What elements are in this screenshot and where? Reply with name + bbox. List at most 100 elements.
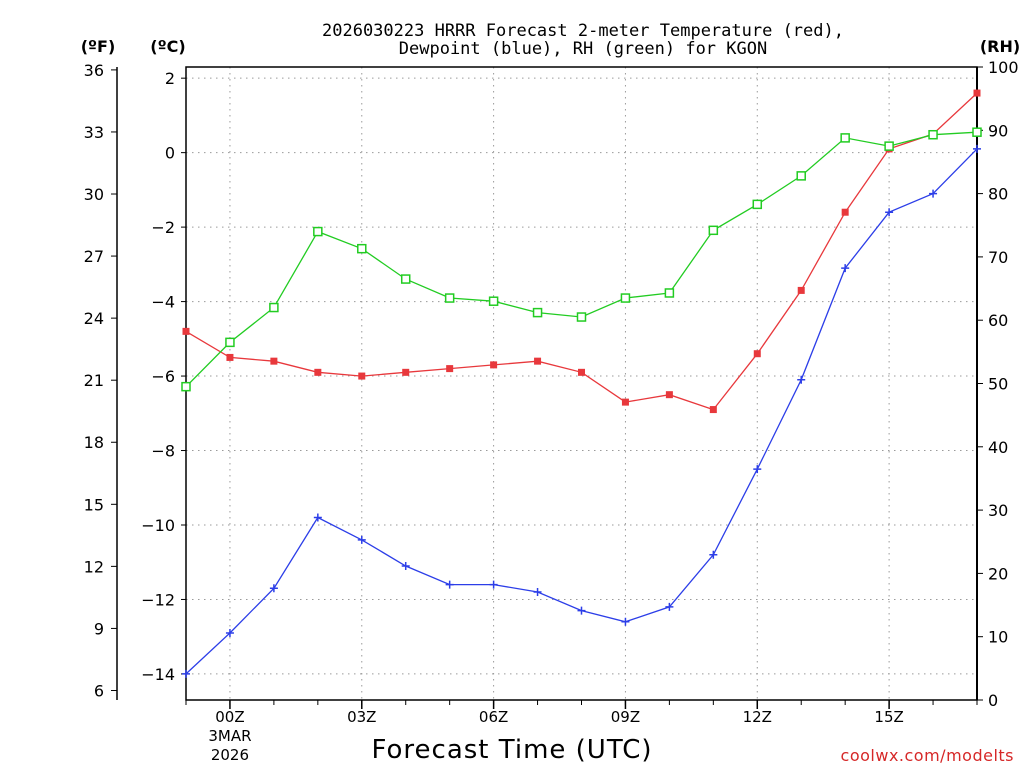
data-point bbox=[445, 580, 454, 589]
data-point bbox=[621, 617, 630, 626]
data-point bbox=[620, 293, 631, 303]
data-point bbox=[534, 357, 542, 365]
data-point bbox=[358, 372, 366, 380]
celsius-tick-label: −2 bbox=[151, 218, 175, 237]
date-label-line: 3MAR bbox=[208, 727, 251, 745]
series-2-meter-temperature bbox=[182, 89, 981, 414]
celsius-tick-label: −8 bbox=[151, 442, 175, 461]
data-point bbox=[797, 375, 806, 384]
source-credit: coolwx.com/modelts bbox=[841, 746, 1014, 765]
data-point bbox=[665, 602, 674, 611]
data-point bbox=[709, 550, 718, 559]
rh-tick-label: 0 bbox=[988, 691, 998, 710]
series-rh bbox=[181, 127, 982, 392]
time-tick-label: 00Z bbox=[215, 708, 244, 726]
data-point bbox=[269, 302, 279, 313]
time-tick-label: 09Z bbox=[611, 708, 640, 726]
fahrenheit-tick-label: 15 bbox=[84, 495, 104, 514]
series-dewpoint bbox=[182, 144, 981, 678]
fahrenheit-tick-label: 24 bbox=[84, 309, 104, 328]
data-point bbox=[797, 286, 805, 294]
data-point bbox=[313, 226, 323, 237]
data-point bbox=[928, 129, 938, 140]
rh-tick-label: 20 bbox=[988, 564, 1008, 583]
data-point bbox=[708, 225, 719, 236]
data-point bbox=[182, 669, 190, 678]
celsius-tick-label: 2 bbox=[165, 69, 175, 88]
data-point bbox=[225, 628, 234, 637]
data-point bbox=[489, 580, 498, 589]
rh-tick-label: 90 bbox=[988, 121, 1008, 140]
data-point bbox=[753, 465, 762, 474]
celsius-tick-label: −12 bbox=[141, 590, 175, 609]
data-point bbox=[182, 327, 190, 335]
celsius-tick-label: −4 bbox=[151, 293, 175, 312]
fahrenheit-axis: 36 33 30 27 24 21 18 15 12 9 6 bbox=[84, 61, 117, 700]
rh-tick-label: 100 bbox=[988, 58, 1019, 77]
fahrenheit-tick-label: 9 bbox=[94, 619, 104, 638]
data-point bbox=[753, 350, 761, 358]
data-point bbox=[665, 391, 673, 399]
data-point bbox=[532, 307, 543, 318]
time-tick-label: 15Z bbox=[874, 708, 903, 726]
data-point bbox=[533, 588, 542, 597]
data-point bbox=[841, 208, 849, 216]
plot-frame bbox=[185, 66, 978, 701]
celsius-tick-label: −6 bbox=[151, 367, 175, 386]
rh-tick-label: 70 bbox=[988, 248, 1008, 267]
fahrenheit-tick-label: 36 bbox=[84, 61, 104, 80]
rh-tick-label: 30 bbox=[988, 501, 1008, 520]
data-point bbox=[269, 584, 278, 593]
data-point bbox=[225, 337, 235, 348]
data-point bbox=[664, 288, 675, 298]
data-point bbox=[400, 274, 411, 284]
data-point bbox=[929, 189, 938, 198]
series-layer bbox=[181, 89, 982, 678]
data-point bbox=[973, 144, 981, 153]
chart-title-line-2: Dewpoint (blue), RH (green) for KGON bbox=[399, 39, 767, 59]
data-point bbox=[357, 243, 367, 254]
fahrenheit-unit-label: (ºF) bbox=[81, 37, 116, 56]
time-tick-label: 03Z bbox=[347, 708, 376, 726]
fahrenheit-tick-label: 30 bbox=[84, 185, 104, 204]
data-point bbox=[226, 353, 234, 361]
data-point bbox=[578, 368, 585, 376]
celsius-tick-label: −14 bbox=[141, 665, 175, 684]
data-point bbox=[840, 133, 850, 143]
data-point bbox=[973, 89, 981, 97]
celsius-axis: 2 0 −2 −4 −6 −8 −10 −12 −14 bbox=[141, 69, 186, 684]
data-point bbox=[444, 293, 455, 303]
fahrenheit-tick-label: 27 bbox=[84, 247, 104, 266]
data-point bbox=[972, 127, 982, 137]
data-point bbox=[577, 606, 586, 615]
data-point bbox=[841, 264, 850, 273]
rh-tick-label: 40 bbox=[988, 438, 1008, 457]
celsius-tick-label: 0 bbox=[165, 144, 175, 163]
data-point bbox=[314, 368, 322, 376]
data-point bbox=[357, 535, 366, 544]
time-tick-label: 06Z bbox=[479, 708, 508, 726]
rh-unit-label: (RH) bbox=[980, 37, 1020, 56]
time-tick-label: 12Z bbox=[743, 708, 772, 726]
date-label-line: 2026 bbox=[211, 746, 249, 764]
data-point bbox=[885, 208, 894, 217]
data-point bbox=[709, 406, 717, 414]
data-point bbox=[621, 398, 629, 406]
rh-tick-label: 60 bbox=[988, 311, 1008, 330]
data-point bbox=[402, 368, 410, 376]
rh-tick-label: 50 bbox=[988, 375, 1008, 394]
fahrenheit-tick-label: 33 bbox=[84, 123, 104, 142]
fahrenheit-tick-label: 18 bbox=[84, 433, 104, 452]
data-point bbox=[446, 365, 454, 373]
data-point bbox=[181, 381, 191, 392]
data-point bbox=[752, 199, 763, 210]
x-axis-label: Forecast Time (UTC) bbox=[371, 735, 652, 765]
celsius-tick-label: −10 bbox=[141, 516, 175, 535]
rh-tick-label: 10 bbox=[988, 628, 1008, 647]
celsius-unit-label: (ºC) bbox=[150, 37, 185, 56]
data-point bbox=[270, 357, 278, 365]
data-point bbox=[796, 171, 806, 181]
